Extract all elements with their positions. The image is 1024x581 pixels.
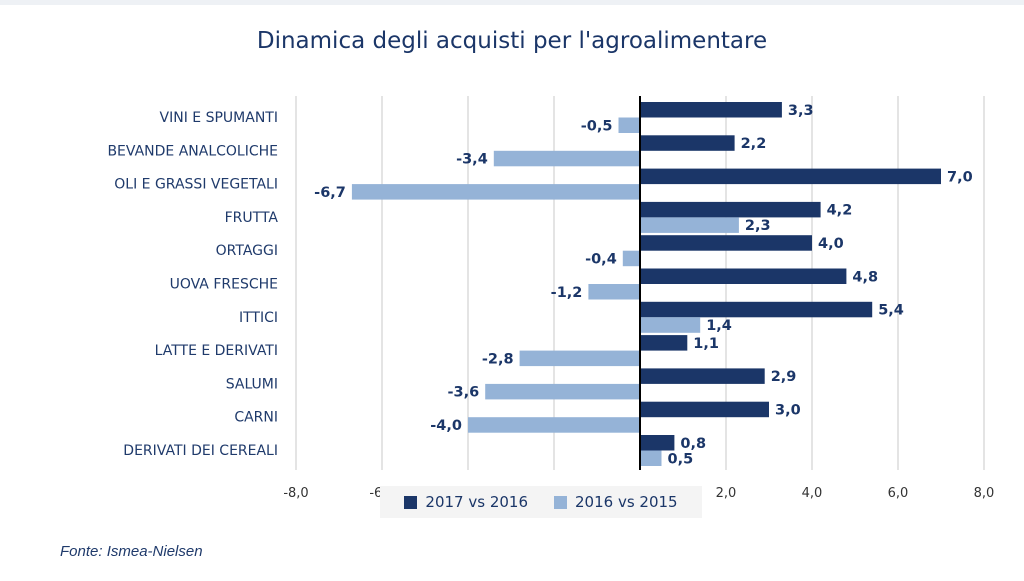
x-tick-label: 6,0 xyxy=(888,486,909,501)
bar-2017-vs-2016 xyxy=(640,401,769,418)
top-rule xyxy=(0,0,1024,5)
legend-item-2017: 2017 vs 2016 xyxy=(404,493,528,511)
bar-2016-vs-2015 xyxy=(468,417,640,433)
chart-title: Dinamica degli acquisti per l'agroalimen… xyxy=(256,28,768,54)
legend-label-2017: 2017 vs 2016 xyxy=(425,493,528,511)
data-label: 0,8 xyxy=(680,436,706,452)
legend-item-2016: 2016 vs 2015 xyxy=(554,493,678,511)
bar-2016-vs-2015 xyxy=(640,450,662,466)
x-tick-label: 4,0 xyxy=(802,486,823,501)
bar-2016-vs-2015 xyxy=(519,350,640,367)
bar-2017-vs-2016 xyxy=(640,435,675,451)
data-label: 3,3 xyxy=(788,103,814,119)
x-tick-label: -8,0 xyxy=(283,486,308,501)
bar-2017-vs-2016 xyxy=(640,102,782,118)
bar-2017-vs-2016 xyxy=(640,268,847,284)
source-note: Fonte: Ismea-Nielsen xyxy=(60,543,203,560)
bar-2017-vs-2016 xyxy=(640,301,873,318)
data-label: -1,2 xyxy=(551,285,583,301)
category-label: UOVA FRESCHE xyxy=(170,277,278,293)
x-tick-label: 2,0 xyxy=(716,486,737,501)
bar-2016-vs-2015 xyxy=(588,284,640,300)
data-label: 7,0 xyxy=(947,169,973,185)
bar-2016-vs-2015 xyxy=(622,250,640,267)
category-label: ITTICI xyxy=(239,310,278,326)
data-label: 2,3 xyxy=(745,218,771,234)
legend-swatch-2016 xyxy=(554,495,567,509)
bar-2016-vs-2015 xyxy=(351,184,640,200)
category-label: ORTAGGI xyxy=(216,243,278,259)
category-label: OLI E GRASSI VEGETALI xyxy=(114,177,278,193)
bar-2017-vs-2016 xyxy=(640,201,821,218)
bar-2017-vs-2016 xyxy=(640,368,765,384)
bar-2016-vs-2015 xyxy=(640,217,739,233)
data-label: -2,8 xyxy=(482,351,514,367)
legend-label-2016: 2016 vs 2015 xyxy=(575,493,678,511)
data-label: -4,0 xyxy=(430,418,462,434)
data-label: -3,4 xyxy=(456,152,488,168)
category-label: BEVANDE ANALCOLICHE xyxy=(107,143,278,159)
category-label: CARNI xyxy=(234,410,278,426)
data-label: 5,4 xyxy=(878,303,904,319)
bar-2016-vs-2015 xyxy=(640,317,701,333)
data-label: 4,2 xyxy=(827,203,853,219)
bar-2017-vs-2016 xyxy=(640,135,735,151)
category-label: FRUTTA xyxy=(225,210,279,226)
data-label: 2,2 xyxy=(741,136,767,152)
data-label: 0,5 xyxy=(668,451,694,467)
data-label: -0,4 xyxy=(585,251,617,267)
chart-legend: 2017 vs 2016 2016 vs 2015 xyxy=(380,486,702,518)
bar-2016-vs-2015 xyxy=(618,117,640,133)
bar-2017-vs-2016 xyxy=(640,235,812,251)
data-label: 3,0 xyxy=(775,402,801,418)
data-label: -6,7 xyxy=(314,185,346,201)
category-label: LATTE E DERIVATI xyxy=(155,343,278,359)
x-tick-label: 8,0 xyxy=(974,486,995,501)
bar-2016-vs-2015 xyxy=(493,150,640,167)
bar-2017-vs-2016 xyxy=(640,168,941,185)
bar-2017-vs-2016 xyxy=(640,335,688,351)
data-label: 2,9 xyxy=(771,369,797,385)
data-label: 4,0 xyxy=(818,236,844,252)
legend-swatch-2017 xyxy=(404,495,418,509)
bar-2016-vs-2015 xyxy=(485,383,640,400)
data-label: 1,4 xyxy=(706,318,732,334)
data-label: -0,5 xyxy=(581,118,613,134)
category-label: VINI E SPUMANTI xyxy=(160,110,278,126)
data-label: 1,1 xyxy=(693,336,719,352)
data-label: 4,8 xyxy=(852,269,878,285)
category-label: DERIVATI DEI CEREALI xyxy=(123,443,278,459)
data-label: -3,6 xyxy=(447,385,479,401)
category-label: SALUMI xyxy=(226,376,278,392)
